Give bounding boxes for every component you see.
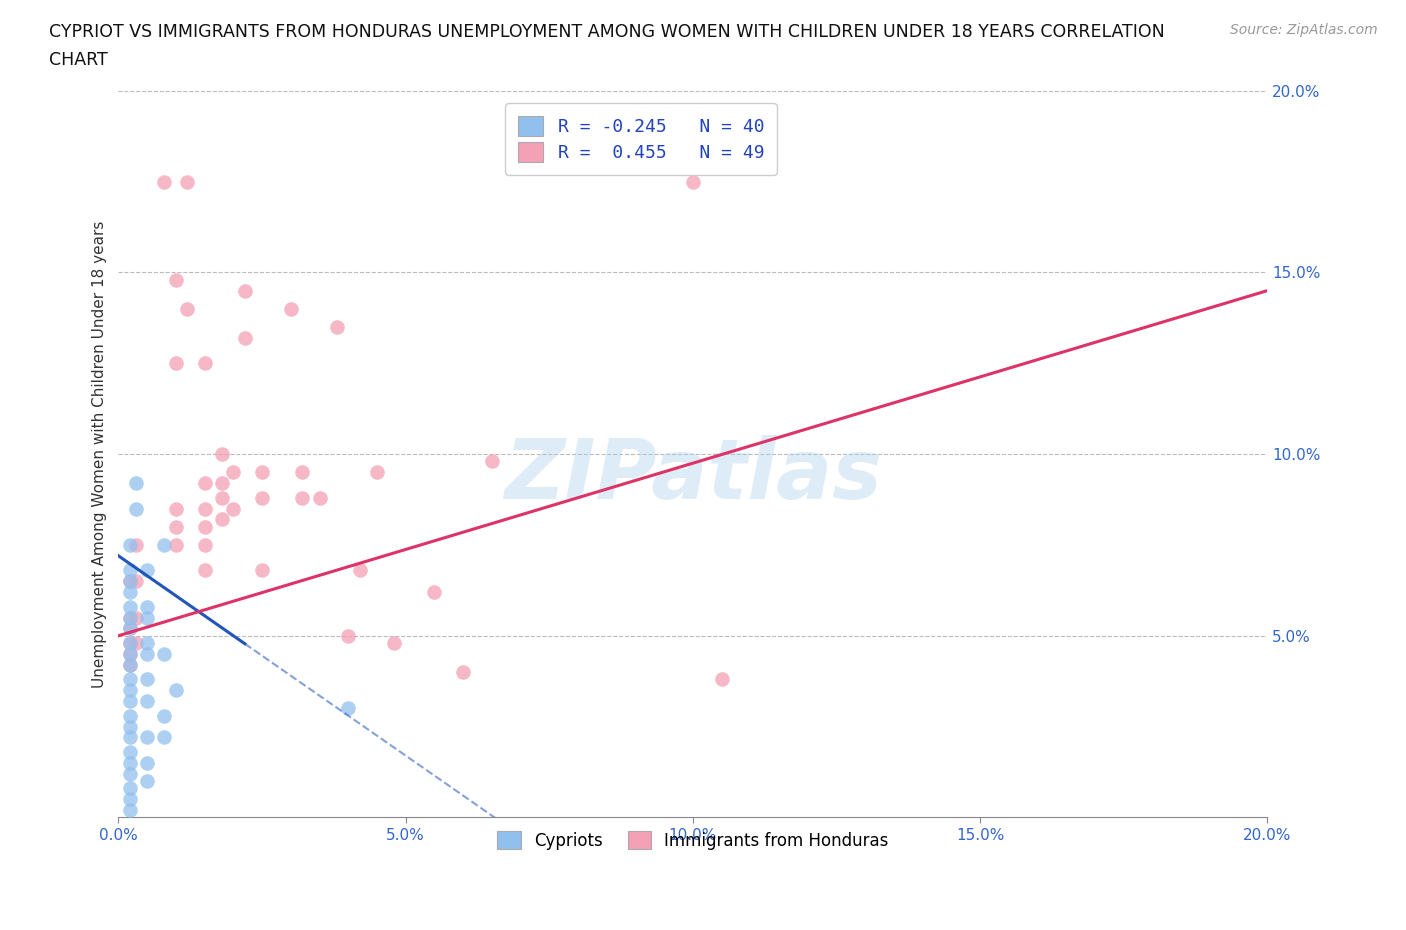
Point [710,671,733,686]
Point [326,320,349,335]
Point [118,610,141,625]
Point [250,465,273,480]
Point [118,671,141,686]
Point [136,774,159,789]
Point [481,454,503,469]
Point [165,519,187,534]
Point [118,694,141,709]
Point [136,671,159,686]
Point [136,635,159,650]
Text: Source: ZipAtlas.com: Source: ZipAtlas.com [1230,23,1378,37]
Point [366,465,388,480]
Point [118,658,141,672]
Point [118,745,141,760]
Point [136,755,159,770]
Point [291,490,314,505]
Point [136,694,159,709]
Text: CYPRIOT VS IMMIGRANTS FROM HONDURAS UNEMPLOYMENT AMONG WOMEN WITH CHILDREN UNDER: CYPRIOT VS IMMIGRANTS FROM HONDURAS UNEM… [49,23,1166,41]
Point [233,283,256,298]
Y-axis label: Unemployment Among Women with Children Under 18 years: Unemployment Among Women with Children U… [93,220,107,688]
Point [211,512,233,527]
Point [118,538,141,552]
Point [194,538,217,552]
Point [118,574,141,589]
Point [118,658,141,672]
Point [118,755,141,770]
Point [118,635,141,650]
Point [165,683,187,698]
Point [194,519,217,534]
Point [211,446,233,461]
Point [136,646,159,661]
Point [291,465,314,480]
Point [118,621,141,636]
Point [118,635,141,650]
Point [118,585,141,600]
Point [308,490,330,505]
Point [124,476,146,491]
Point [118,610,141,625]
Point [211,476,233,491]
Point [682,174,704,189]
Point [118,709,141,724]
Point [250,490,273,505]
Point [165,272,187,287]
Point [124,635,146,650]
Point [165,356,187,371]
Point [124,574,146,589]
Point [118,574,141,589]
Point [136,599,159,614]
Point [136,730,159,745]
Point [118,766,141,781]
Point [194,563,217,578]
Point [222,501,245,516]
Point [136,563,159,578]
Point [280,301,302,316]
Point [233,330,256,345]
Point [165,538,187,552]
Point [153,174,176,189]
Point [337,701,360,716]
Point [118,646,141,661]
Point [118,563,141,578]
Point [118,646,141,661]
Point [118,683,141,698]
Point [176,174,198,189]
Point [194,501,217,516]
Point [153,538,176,552]
Point [118,599,141,614]
Point [423,585,446,600]
Point [118,730,141,745]
Text: CHART: CHART [49,51,108,69]
Point [153,646,176,661]
Point [382,635,405,650]
Point [222,465,245,480]
Point [349,563,371,578]
Text: ZIPatlas: ZIPatlas [503,435,882,516]
Point [337,629,360,644]
Point [118,781,141,796]
Point [250,563,273,578]
Point [124,538,146,552]
Point [211,490,233,505]
Point [118,803,141,817]
Point [165,501,187,516]
Point [124,610,146,625]
Point [118,791,141,806]
Legend: Cypriots, Immigrants from Honduras: Cypriots, Immigrants from Honduras [488,821,898,860]
Point [136,610,159,625]
Point [118,621,141,636]
Point [153,730,176,745]
Point [153,709,176,724]
Point [176,301,198,316]
Point [451,665,474,680]
Point [194,476,217,491]
Point [124,501,146,516]
Point [118,719,141,734]
Point [194,356,217,371]
